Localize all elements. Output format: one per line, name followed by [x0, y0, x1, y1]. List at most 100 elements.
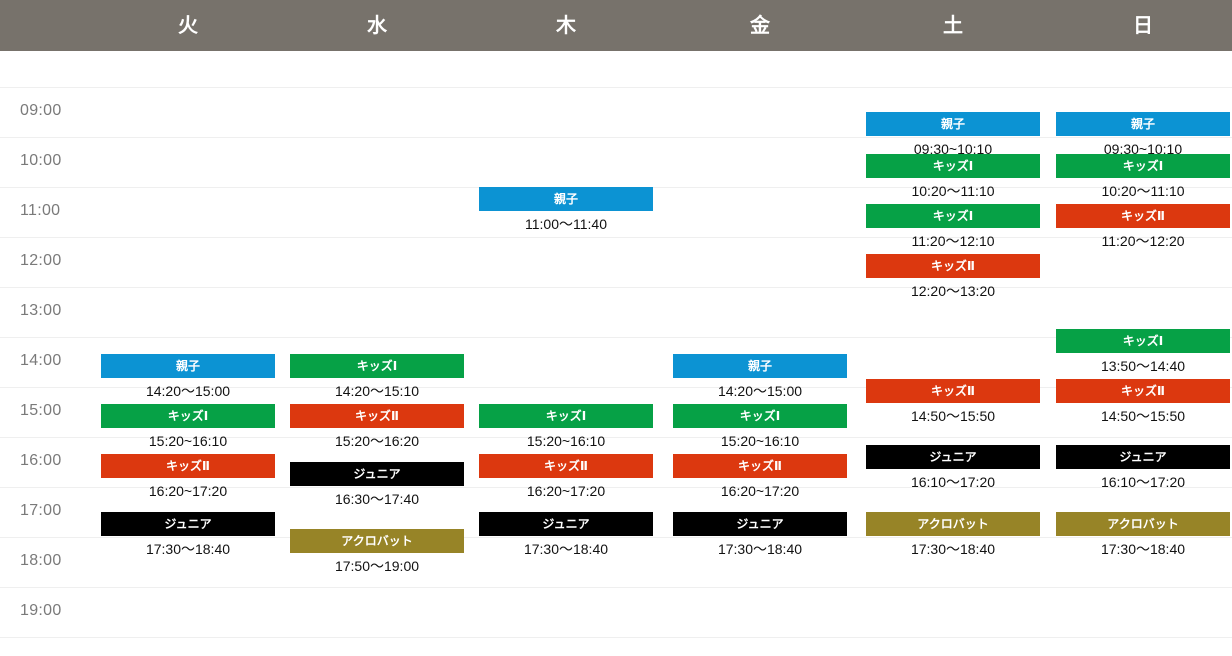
class-event[interactable]: アクロバット 17:50〜19:00 [290, 528, 464, 579]
grid-line [0, 587, 1232, 588]
class-event[interactable]: キッズⅠ 11:20〜12:10 [866, 203, 1040, 254]
class-time: 14:50〜15:50 [1100, 407, 1186, 424]
class-event[interactable]: ジュニア 17:30〜18:40 [479, 512, 653, 562]
class-time: 10:20〜11:10 [1101, 182, 1185, 199]
class-event[interactable]: キッズⅡ 14:50〜15:50 [866, 378, 1040, 429]
class-time: 11:20〜12:10 [911, 232, 995, 249]
grid-line [0, 537, 1232, 538]
class-time: 15:20~16:10 [720, 432, 800, 449]
grid-line [0, 137, 1232, 138]
class-label: 親子 [479, 187, 653, 211]
class-event[interactable]: 親子 09:30~10:10 [866, 112, 1040, 162]
class-label: キッズⅡ [479, 453, 653, 478]
class-label: キッズⅠ [1056, 328, 1230, 353]
class-event[interactable]: キッズⅠ 10:20〜11:10 [1056, 153, 1230, 204]
class-time: 17:30〜18:40 [145, 541, 231, 557]
grid-line [0, 237, 1232, 238]
class-label: キッズⅠ [866, 153, 1040, 178]
class-event[interactable]: キッズⅡ 14:50〜15:50 [1056, 378, 1230, 429]
day-header-bar: 火水木金土日 [0, 0, 1232, 51]
class-label: キッズⅡ [1056, 378, 1230, 403]
class-time: 11:20〜12:20 [1101, 232, 1185, 249]
class-event[interactable]: キッズⅡ 11:20〜12:20 [1056, 203, 1230, 254]
class-event[interactable]: 親子 11:00〜11:40 [479, 187, 653, 237]
hour-label: 17:00 [20, 502, 62, 519]
class-time: 17:30〜18:40 [1100, 541, 1186, 557]
class-label: キッズⅡ [1056, 203, 1230, 228]
class-label: キッズⅡ [101, 453, 275, 478]
class-event[interactable]: ジュニア 16:10〜17:20 [1056, 445, 1230, 495]
class-event[interactable]: 親子 14:20〜15:00 [101, 353, 275, 404]
class-label: キッズⅠ [866, 203, 1040, 228]
class-label: 親子 [866, 112, 1040, 136]
class-event[interactable]: キッズⅠ 14:20〜15:10 [290, 353, 464, 404]
class-label: ジュニア [479, 512, 653, 536]
class-time: 16:20~17:20 [720, 482, 800, 499]
class-label: キッズⅠ [290, 353, 464, 378]
class-event[interactable]: キッズⅡ 15:20〜16:20 [290, 403, 464, 454]
hour-label: 09:00 [20, 102, 62, 119]
class-event[interactable]: ジュニア 17:30〜18:40 [101, 512, 275, 562]
class-event[interactable]: 親子 09:30~10:10 [1056, 112, 1230, 162]
class-event[interactable]: キッズⅡ 16:20~17:20 [479, 453, 653, 504]
class-label: ジュニア [1056, 445, 1230, 470]
hour-label: 14:00 [20, 352, 62, 369]
class-event[interactable]: キッズⅠ 15:20~16:10 [101, 403, 275, 454]
grid-line [0, 287, 1232, 288]
class-event[interactable]: 親子 14:20〜15:00 [673, 353, 847, 404]
class-event[interactable]: アクロバット 17:30〜18:40 [866, 512, 1040, 562]
grid-line [0, 437, 1232, 438]
class-time: 14:50〜15:50 [910, 407, 996, 424]
hour-label: 12:00 [20, 252, 62, 269]
class-time: 11:00〜11:40 [525, 216, 607, 232]
class-label: 親子 [101, 353, 275, 378]
class-label: キッズⅠ [479, 403, 653, 428]
grid-line [0, 387, 1232, 388]
class-event[interactable]: キッズⅡ 16:20~17:20 [673, 453, 847, 504]
class-time: 10:20〜11:10 [911, 182, 995, 199]
class-label: キッズⅡ [673, 453, 847, 478]
day-header-0: 火 [178, 13, 198, 37]
class-time: 12:20〜13:20 [910, 282, 996, 299]
class-label: ジュニア [290, 462, 464, 486]
class-time: 13:50〜14:40 [1100, 357, 1186, 374]
class-time: 17:30〜18:40 [717, 541, 803, 557]
class-label: ジュニア [101, 512, 275, 536]
class-time: 16:30〜17:40 [334, 491, 420, 507]
class-label: アクロバット [866, 512, 1040, 536]
class-time: 14:20〜15:00 [145, 382, 231, 399]
class-event[interactable]: アクロバット 17:30〜18:40 [1056, 512, 1230, 562]
day-header-2: 木 [556, 13, 576, 37]
class-event[interactable]: キッズⅠ 10:20〜11:10 [866, 153, 1040, 204]
hour-label: 15:00 [20, 402, 62, 419]
class-time: 15:20~16:10 [148, 432, 228, 449]
class-label: キッズⅡ [866, 378, 1040, 403]
day-header-5: 日 [1133, 13, 1153, 37]
day-header-3: 金 [750, 13, 770, 37]
class-event[interactable]: ジュニア 17:30〜18:40 [673, 512, 847, 562]
class-event[interactable]: ジュニア 16:30〜17:40 [290, 462, 464, 512]
class-label: アクロバット [1056, 512, 1230, 536]
class-time: 17:30〜18:40 [523, 541, 609, 557]
hour-label: 13:00 [20, 302, 62, 319]
class-event[interactable]: キッズⅡ 12:20〜13:20 [866, 253, 1040, 304]
class-event[interactable]: キッズⅡ 16:20~17:20 [101, 453, 275, 504]
class-time: 16:20~17:20 [148, 482, 228, 499]
grid-line [0, 487, 1232, 488]
class-event[interactable]: キッズⅠ 15:20~16:10 [673, 403, 847, 454]
class-label: 親子 [673, 353, 847, 378]
class-label: キッズⅠ [101, 403, 275, 428]
class-event[interactable]: ジュニア 16:10〜17:20 [866, 445, 1040, 495]
class-event[interactable]: キッズⅠ 13:50〜14:40 [1056, 328, 1230, 379]
hour-label: 11:00 [20, 202, 61, 219]
grid-line [0, 337, 1232, 338]
class-time: 15:20〜16:20 [334, 432, 420, 449]
hour-label: 16:00 [20, 452, 62, 469]
class-time: 14:20〜15:00 [717, 382, 803, 399]
day-header-4: 土 [943, 13, 963, 37]
class-time: 09:30~10:10 [913, 141, 993, 157]
grid-line [0, 637, 1232, 638]
hour-label: 10:00 [20, 152, 62, 169]
class-label: ジュニア [866, 445, 1040, 470]
class-event[interactable]: キッズⅠ 15:20~16:10 [479, 403, 653, 454]
